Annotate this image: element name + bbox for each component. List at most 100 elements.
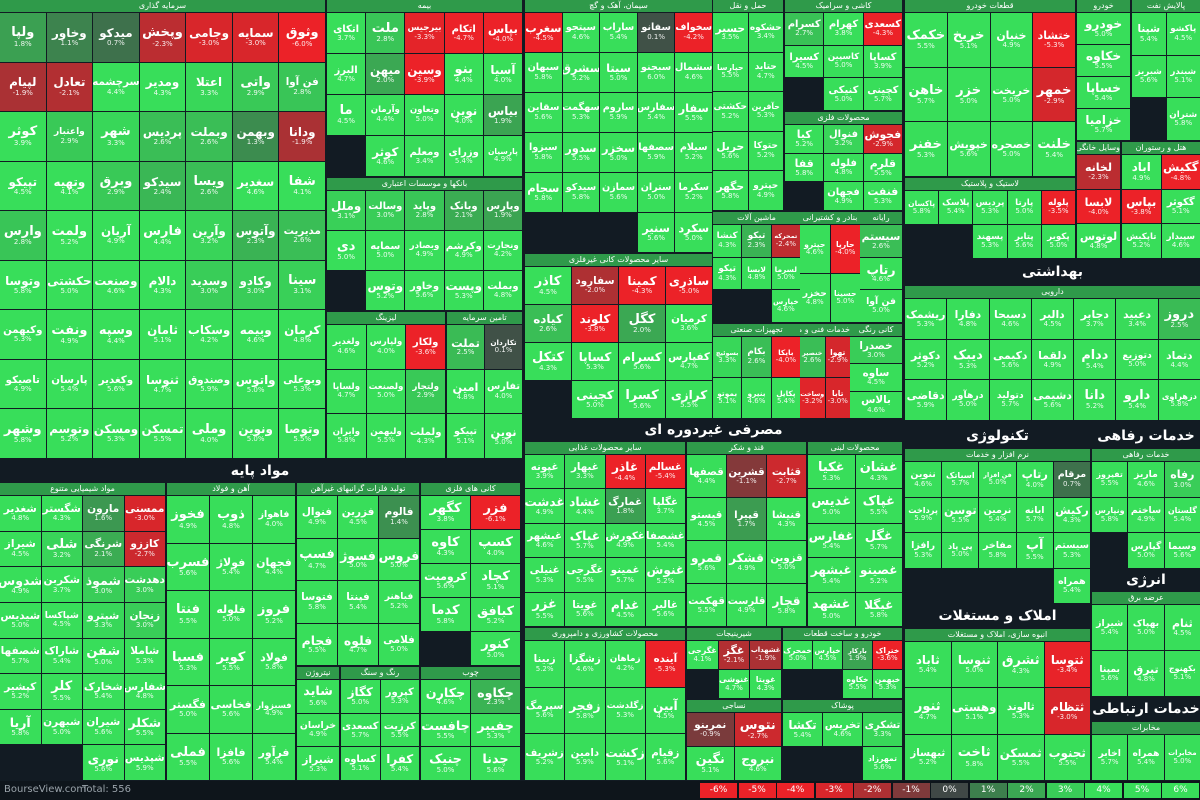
stock-tile[interactable]: کفپارس 4.7% [666,343,712,380]
stock-tile[interactable]: خزامیا 5.7% [1077,109,1130,140]
stock-tile[interactable]: خپارس 4.5% [813,641,842,669]
stock-tile[interactable]: چکاوه 2.3% [471,680,520,713]
stock-tile[interactable]: وتوس 5.2% [366,271,405,310]
stock-tile[interactable]: پردیس 2.6% [139,112,186,161]
stock-tile[interactable]: وبیمه 4.6% [232,310,279,359]
stock-tile[interactable]: شرنگی 2.1% [83,531,124,567]
stock-tile[interactable]: همراه 5.4% [1128,735,1164,780]
stock-tile[interactable]: دامین 5.9% [565,734,605,780]
stock-tile[interactable]: زبینا 5.2% [525,641,565,687]
stock-tile[interactable]: وسدید 3.0% [186,260,232,310]
stock-tile[interactable]: فنوال 4.9% [297,496,337,538]
stock-tile[interactable]: شیدیس 5.0% [0,602,41,638]
stock-tile[interactable]: ولپا 1.8% [0,13,46,62]
stock-tile[interactable]: شیراز 4.5% [0,531,41,567]
stock-tile[interactable]: ولپارس 4.0% [366,325,406,369]
stock-tile[interactable]: شفا 4.1% [279,161,325,211]
stock-tile[interactable]: مفاخر 5.8% [979,533,1016,568]
stock-tile[interactable]: حپترو 4.9% [748,171,783,210]
stock-tile[interactable]: غویتا 5.6% [565,592,605,626]
stock-tile[interactable]: کرازی 5.5% [666,381,712,418]
stock-tile[interactable]: آسیا 4.0% [483,54,522,94]
stock-tile[interactable]: تاصیکو 4.9% [0,359,46,409]
stock-tile[interactable]: وبوعلی 5.3% [279,359,325,409]
stock-tile[interactable]: غشان 4.3% [855,455,902,489]
stock-tile[interactable]: آپ 5.5% [1016,533,1053,568]
stock-tile[interactable]: شلی 3.2% [41,531,82,567]
stock-tile[interactable]: لپیام -1.9% [0,62,46,112]
stock-tile[interactable]: ساختم 4.9% [1128,497,1164,533]
stock-tile[interactable]: ولبهمن 5.5% [366,414,406,458]
stock-tile[interactable]: قپیرا 1.7% [727,498,766,540]
stock-tile[interactable]: ومسکن 5.3% [93,409,139,458]
stock-tile[interactable]: وبملت 4.8% [483,271,522,310]
stock-tile[interactable]: ولتجار 2.9% [406,369,445,414]
stock-tile[interactable]: وتهیه 4.1% [46,161,93,211]
stock-tile[interactable]: کوثر 4.6% [366,136,405,176]
stock-tile[interactable]: همراه 5.4% [1053,568,1090,603]
stock-tile[interactable]: ولملت 4.3% [406,414,445,458]
stock-tile[interactable]: خنیان 4.9% [990,13,1033,67]
stock-tile[interactable]: نمرینو -0.9% [687,713,734,746]
stock-tile[interactable]: سغدیر 4.6% [232,161,279,211]
stock-tile[interactable]: لابسا 4.8% [742,257,771,290]
stock-tile[interactable]: دارو 5.4% [1116,380,1158,420]
stock-tile[interactable]: سبجنو 6.0% [637,53,675,92]
stock-tile[interactable]: خکاوه 5.5% [843,670,872,698]
stock-tile[interactable]: فروز 5.2% [253,591,295,638]
stock-tile[interactable]: سیدکو 2.4% [139,161,186,211]
stock-tile[interactable]: سبهان 5.8% [525,53,562,92]
stock-tile[interactable]: کسعدی -4.3% [863,13,902,45]
stock-tile[interactable]: غدیس 5.0% [808,489,855,523]
stock-tile[interactable]: پارتا 5.0% [1007,191,1041,224]
stock-tile[interactable]: نگین 5.1% [687,747,734,780]
stock-tile[interactable]: دقاضی 5.9% [905,380,947,420]
stock-tile[interactable]: ومعلم 3.4% [405,136,444,176]
stock-tile[interactable]: پاکسان 5.8% [905,191,939,224]
stock-tile[interactable]: توسن 5.5% [942,497,979,532]
stock-tile[interactable]: دی 5.0% [327,231,366,270]
stock-tile[interactable]: کچاد 5.1% [471,564,520,597]
stock-tile[interactable]: تملت 2.5% [447,325,484,369]
stock-tile[interactable]: آینده -5.3% [645,641,685,687]
stock-tile[interactable]: فسپا 5.3% [167,638,209,685]
stock-tile[interactable]: تبرق 4.8% [1128,651,1164,696]
stock-tile[interactable]: ددام 5.4% [1074,339,1116,380]
stock-tile[interactable]: وتوسا 5.8% [0,260,46,310]
stock-tile[interactable]: خنصیر 2.6% [800,337,825,377]
stock-tile[interactable]: کنشا 4.3% [713,225,742,257]
stock-tile[interactable]: شفارس 4.8% [124,674,165,709]
stock-tile[interactable]: حتاید 4.7% [748,52,783,92]
stock-tile[interactable]: کبافق 5.2% [471,598,520,631]
stock-tile[interactable]: پکویر 5.0% [1041,225,1075,258]
stock-tile[interactable]: فروس 5.0% [379,538,419,580]
stock-tile[interactable]: قلرم 5.5% [863,153,902,182]
stock-tile[interactable]: فباهنر 5.2% [379,581,419,623]
stock-tile[interactable]: فلوه 4.7% [338,623,378,665]
stock-tile[interactable]: بایکا -4.0% [771,337,800,377]
stock-tile[interactable]: غشاد 4.4% [565,489,605,523]
stock-tile[interactable]: ثنوسا 5.0% [951,642,997,688]
stock-tile[interactable]: وایران 5.8% [327,414,366,458]
stock-tile[interactable]: فن آوا 2.8% [279,62,325,112]
stock-tile[interactable]: فسرب 5.6% [167,543,209,590]
stock-tile[interactable]: شاید 5.6% [297,680,339,713]
stock-tile[interactable]: وهستی 5.1% [951,688,997,734]
stock-tile[interactable]: چدنا 5.6% [471,747,520,780]
stock-tile[interactable]: غگلپا 3.7% [645,489,685,523]
stock-tile[interactable]: رفاه 3.0% [1164,462,1200,497]
stock-tile[interactable]: کنیکی 5.0% [824,78,863,110]
stock-tile[interactable]: لابسا -4.0% [1077,189,1120,224]
stock-tile[interactable]: زشگزا 4.6% [565,641,605,687]
stock-tile[interactable]: فافزا 5.6% [210,733,252,780]
stock-tile[interactable]: گپارس 5.0% [1128,533,1164,568]
stock-tile[interactable]: غپاک 5.7% [565,523,605,558]
stock-tile[interactable]: خریخ 5.1% [947,13,990,67]
stock-tile[interactable]: وپارس 1.9% [483,191,522,230]
stock-tile[interactable]: وبملت 2.6% [186,112,232,161]
stock-tile[interactable]: سفارود -2.0% [572,267,618,304]
stock-tile[interactable]: شپترو 3.3% [83,602,124,638]
stock-tile[interactable]: وتوصا 5.5% [279,409,325,458]
stock-tile[interactable]: ویسا 2.6% [186,161,232,211]
stock-tile[interactable]: کاذر 4.5% [525,267,571,304]
